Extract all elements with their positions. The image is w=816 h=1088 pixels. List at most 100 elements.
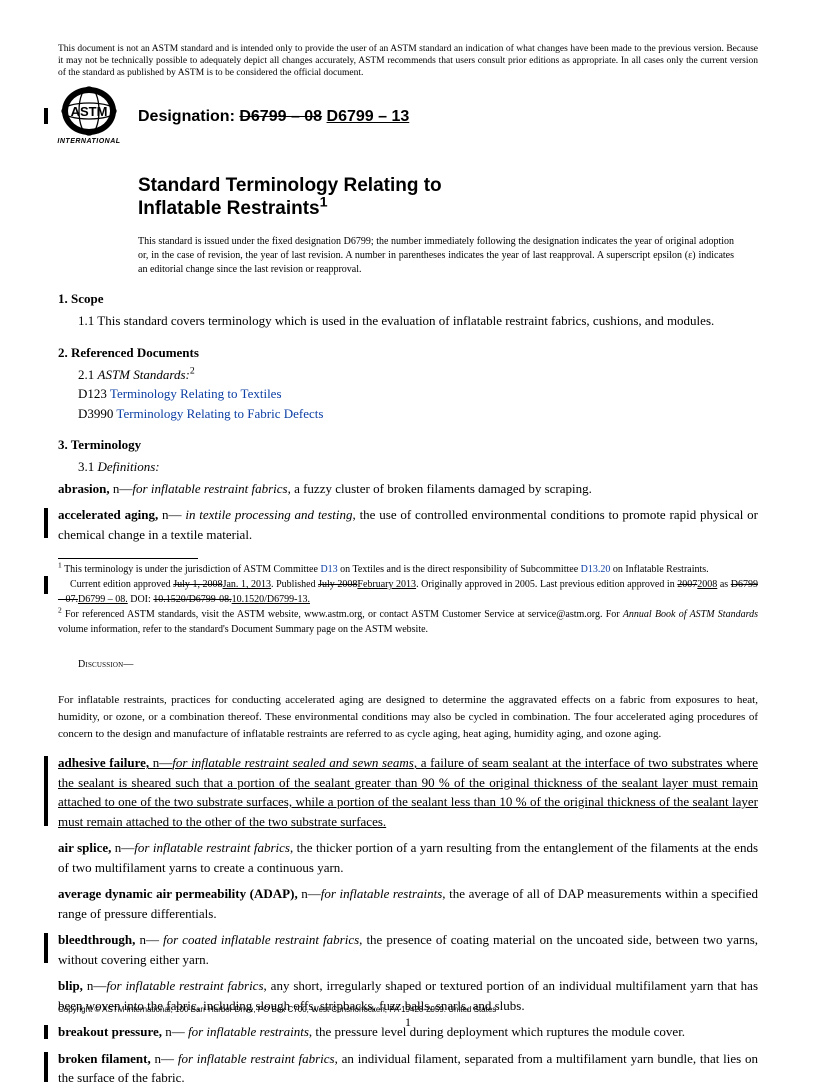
change-bar-icon <box>44 1052 48 1082</box>
fn1-l2-d: as <box>717 579 730 590</box>
term-adap-pos: n— <box>298 886 321 901</box>
section-3-head: 3. Terminology <box>58 437 758 453</box>
discussion-label: Discussion— <box>78 659 758 670</box>
footnote-separator <box>58 558 198 559</box>
fn2-a: For referenced ASTM standards, visit the… <box>62 609 623 620</box>
ref-d123-code: D123 <box>78 386 110 401</box>
fn1-link-d1320[interactable]: D13.20 <box>581 564 611 575</box>
page-number: 1 <box>0 1015 816 1030</box>
s3-1-num: 3.1 <box>78 459 98 474</box>
term-abrasion-def: , a fuzzy cluster of broken filaments da… <box>288 481 592 496</box>
section-2-1: 2.1 ASTM Standards:2 <box>78 365 758 385</box>
astm-logo: ASTM INTERNATIONAL <box>58 86 120 148</box>
page: This document is not an ASTM standard an… <box>0 0 816 1056</box>
fn1-l2-c: . Originally approved in 2005. Last prev… <box>416 579 677 590</box>
term-adhesive-failure-term: adhesive failure, <box>58 755 149 770</box>
term-adhesive-failure-pos: n— <box>149 755 172 770</box>
term-accelerated-aging: accelerated aging, n— in textile process… <box>58 505 758 544</box>
term-adap: average dynamic air permeability (ADAP),… <box>58 884 758 923</box>
logo-label: INTERNATIONAL <box>57 138 120 145</box>
designation: Designation: D6799 – 08 D6799 – 13 <box>138 108 409 126</box>
term-blip-pos: n— <box>83 978 106 993</box>
issuance-note: This standard is issued under the fixed … <box>138 235 734 277</box>
disclaimer-text: This document is not an ASTM standard an… <box>58 44 758 80</box>
fn1-l2-old5: 10.1520/D6799-08. <box>153 594 231 605</box>
astm-logo-icon: ASTM <box>61 86 117 136</box>
s3-1-label: Definitions: <box>98 459 160 474</box>
section-1-head: 1. Scope <box>58 291 758 307</box>
term-accel-aging-term: accelerated aging, <box>58 507 158 522</box>
footnote-2: 2 For referenced ASTM standards, visit t… <box>58 607 758 637</box>
change-bar-icon <box>44 756 48 826</box>
fn1-c: on Inflatable Restraints. <box>610 564 708 575</box>
term-adap-term: average dynamic air permeability (ADAP), <box>58 886 298 901</box>
term-air-splice-pos: n— <box>111 840 134 855</box>
fn2-ital: Annual Book of ASTM Standards <box>623 609 758 620</box>
term-air-splice: air splice, n—for inflatable restraint f… <box>58 838 758 877</box>
ref-d123: D123 Terminology Relating to Textiles <box>78 384 758 404</box>
copyright-line: Copyright © ASTM International, 100 Barr… <box>58 1005 496 1014</box>
ref-d123-link[interactable]: Terminology Relating to Textiles <box>110 386 282 401</box>
ref-d3990-link[interactable]: Terminology Relating to Fabric Defects <box>116 406 323 421</box>
change-bar-icon <box>44 108 48 124</box>
term-broken-filament: broken filament, n— for inflatable restr… <box>58 1049 758 1088</box>
title-superscript: 1 <box>320 195 328 211</box>
fn1-l2-old2: July 2008 <box>318 579 357 590</box>
section-1-1: 1.1 This standard covers terminology whi… <box>78 311 758 331</box>
section-2-head: 2. Referenced Documents <box>58 345 758 361</box>
term-air-splice-context: for inflatable restraint fabrics <box>134 840 290 855</box>
designation-old: D6799 – 08 <box>239 108 322 125</box>
title-line1: Standard Terminology Relating to <box>138 175 442 196</box>
term-broken-filament-pos: n— <box>151 1051 178 1066</box>
designation-label: Designation: <box>138 108 239 125</box>
fn1-l2-new1: Jan. 1, 2013 <box>223 579 271 590</box>
term-bleedthrough-context: for coated inflatable restraint fabrics <box>163 932 359 947</box>
term-bleedthrough: bleedthrough, n— for coated inflatable r… <box>58 930 758 969</box>
term-abrasion-context: for inflatable restraint fabrics <box>132 481 287 496</box>
change-bar-icon <box>44 576 48 594</box>
term-broken-filament-term: broken filament, <box>58 1051 151 1066</box>
fn1-b: on Textiles and is the direct responsibi… <box>338 564 581 575</box>
change-bar-icon <box>44 508 48 538</box>
standard-title: Standard Terminology Relating to Inflata… <box>138 174 758 222</box>
fn1-l2-e: DOI: <box>128 594 154 605</box>
fn1-l2-new2: February 2013 <box>357 579 416 590</box>
title-block: Standard Terminology Relating to Inflata… <box>138 174 758 278</box>
s2-1-label: ASTM Standards: <box>98 367 190 382</box>
change-bar-icon <box>44 933 48 963</box>
fn1-l2-old1: July 1, 2008 <box>173 579 222 590</box>
footnote-1: 1 This terminology is under the jurisdic… <box>58 562 758 607</box>
term-adap-context: for inflatable restraints <box>321 886 443 901</box>
term-accel-aging-pos: n— <box>158 507 185 522</box>
s2-1-sup: 2 <box>190 365 195 376</box>
term-air-splice-term: air splice, <box>58 840 111 855</box>
term-accel-aging-context: in textile processing and testing <box>185 507 352 522</box>
term-bleedthrough-pos: n— <box>135 932 163 947</box>
fn1-l2-new3: 2008 <box>697 579 717 590</box>
fn1-l2-b: . Published <box>271 579 318 590</box>
section-3-1: 3.1 Definitions: <box>78 457 758 477</box>
ref-d3990: D3990 Terminology Relating to Fabric Def… <box>78 404 758 424</box>
term-adhesive-failure: adhesive failure, n—for inflatable restr… <box>58 753 758 831</box>
term-blip-context: for inflatable restraint fabrics <box>106 978 263 993</box>
designation-new: D6799 – 13 <box>327 108 410 125</box>
discussion-body: For inflatable restraints, practices for… <box>58 692 758 743</box>
title-line2: Inflatable Restraints <box>138 198 320 219</box>
svg-text:ASTM: ASTM <box>71 104 108 119</box>
term-adhesive-failure-context: for inflatable restraint sealed and sewn… <box>172 755 414 770</box>
term-broken-filament-context: for inflatable restraint fabrics <box>178 1051 335 1066</box>
fn1-a: This terminology is under the jurisdicti… <box>62 564 321 575</box>
term-abrasion-pos: n— <box>110 481 133 496</box>
fn1-l2-new5: 10.1520/D6799-13. <box>232 594 310 605</box>
term-bleedthrough-term: bleedthrough, <box>58 932 135 947</box>
term-abrasion-term: abrasion, <box>58 481 110 496</box>
fn1-l2-a: Current edition approved <box>70 579 173 590</box>
ref-d3990-code: D3990 <box>78 406 116 421</box>
s2-1-lead: 2.1 <box>78 367 98 382</box>
fn2-b: volume information, refer to the standar… <box>58 624 428 635</box>
fn1-l2-new4: D6799 – 08. <box>78 594 128 605</box>
term-blip-term: blip, <box>58 978 83 993</box>
term-abrasion: abrasion, n—for inflatable restraint fab… <box>58 479 758 499</box>
header-row: ASTM INTERNATIONAL Designation: D6799 – … <box>58 86 758 148</box>
fn1-link-d13[interactable]: D13 <box>320 564 337 575</box>
